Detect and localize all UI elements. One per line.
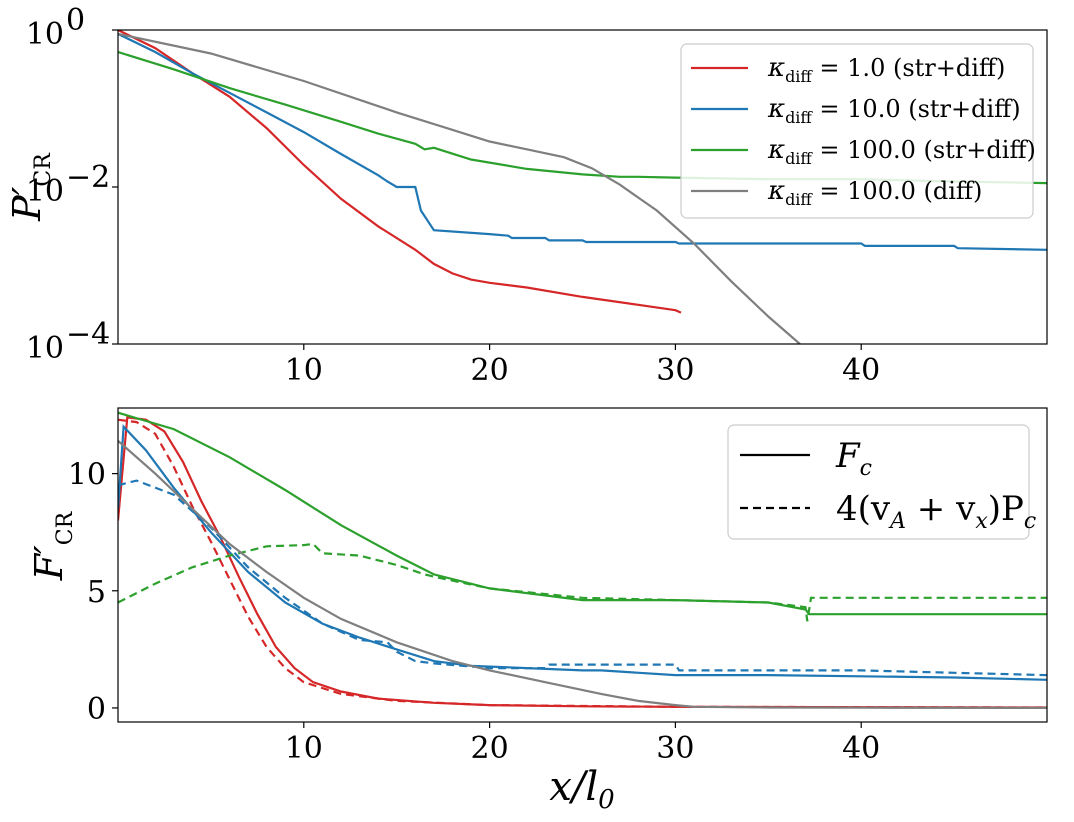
bottom-ytick-label-1: 5	[87, 575, 106, 610]
bottom-series-line-3	[118, 479, 1047, 677]
bottom-series-group	[118, 411, 1047, 710]
top-legend-label-2: κdiff = 100.0 (str+diff)	[767, 135, 1036, 168]
top-ylabel-prime: ′	[5, 186, 49, 195]
top-ytick-1-base: 10	[26, 174, 64, 209]
top-series-line-3	[118, 32, 801, 344]
bottom-ylabel: F′CR	[27, 510, 78, 581]
bottom-xtick-label-2: 30	[656, 731, 694, 766]
bottom-ylabel-prime: ′	[27, 545, 71, 554]
legend-fc-label: Fc	[835, 436, 872, 481]
legend-flux-label: 4(vA + vx)Pc	[836, 489, 1036, 534]
bottom-xlabel: x/l0	[549, 764, 614, 815]
top-legend: κdiff = 1.0 (str+diff) κdiff = 10.0 (str+…	[680, 43, 1036, 219]
top-ytick-0-exp: 0	[66, 3, 85, 38]
svg-text:F′CR: F′CR	[27, 510, 78, 581]
bottom-ylabel-main: F	[27, 552, 71, 581]
top-series-line-0	[118, 30, 682, 314]
bottom-xtick-label-3: 40	[842, 731, 880, 766]
top-legend-label-3: κdiff = 100.0 (diff)	[767, 176, 982, 209]
bottom-series-line-6	[118, 439, 1047, 710]
top-xtick-label-3: 40	[842, 353, 880, 388]
top-panel: 10 20 30 40 10 0 10 −2 10 −4 P′CR κdiff = 1…	[5, 3, 1048, 388]
top-ylabel-main: P	[5, 194, 49, 222]
top-ytick-0-base: 10	[26, 17, 64, 52]
top-xtick-label-0: 10	[285, 353, 323, 388]
bottom-xlabel-sub: 0	[598, 785, 615, 815]
top-legend-label-1: κdiff = 10.0 (str+diff)	[767, 94, 1021, 127]
bottom-xlabel-main: x/l	[549, 764, 598, 810]
bottom-ytick-label-0: 0	[87, 692, 106, 727]
bottom-xtick-label-0: 10	[285, 731, 323, 766]
bottom-x-ticks: 10 20 30 40	[285, 722, 880, 766]
bottom-series-line-1	[118, 418, 1047, 709]
svg-text:P′CR: P′CR	[5, 152, 56, 222]
top-y-ticks: 10 0 10 −2 10 −4	[26, 3, 118, 366]
top-legend-label-0: κdiff = 1.0 (str+diff)	[767, 53, 1005, 86]
top-ylabel: P′CR	[5, 152, 56, 222]
bottom-ytick-label-2: 10	[68, 458, 106, 493]
bottom-series-line-2	[118, 424, 1047, 681]
top-ytick-2-exp: −4	[66, 317, 110, 352]
top-x-ticks: 10 20 30 40	[285, 344, 880, 388]
bottom-ylabel-sub: CR	[53, 510, 78, 545]
bottom-y-ticks: 0 5 10	[68, 458, 118, 727]
top-series-line-1	[118, 32, 1047, 251]
top-ytick-2-base: 10	[26, 331, 64, 366]
top-ylabel-sub: CR	[31, 152, 56, 187]
bottom-legend: Fc 4(vA + vx)Pc	[727, 424, 1036, 540]
top-ytick-1-exp: −2	[66, 160, 110, 195]
top-xtick-label-1: 20	[471, 353, 509, 388]
top-xtick-label-2: 30	[656, 353, 694, 388]
bottom-xtick-label-1: 20	[471, 731, 509, 766]
bottom-axes-frame	[117, 407, 1048, 723]
